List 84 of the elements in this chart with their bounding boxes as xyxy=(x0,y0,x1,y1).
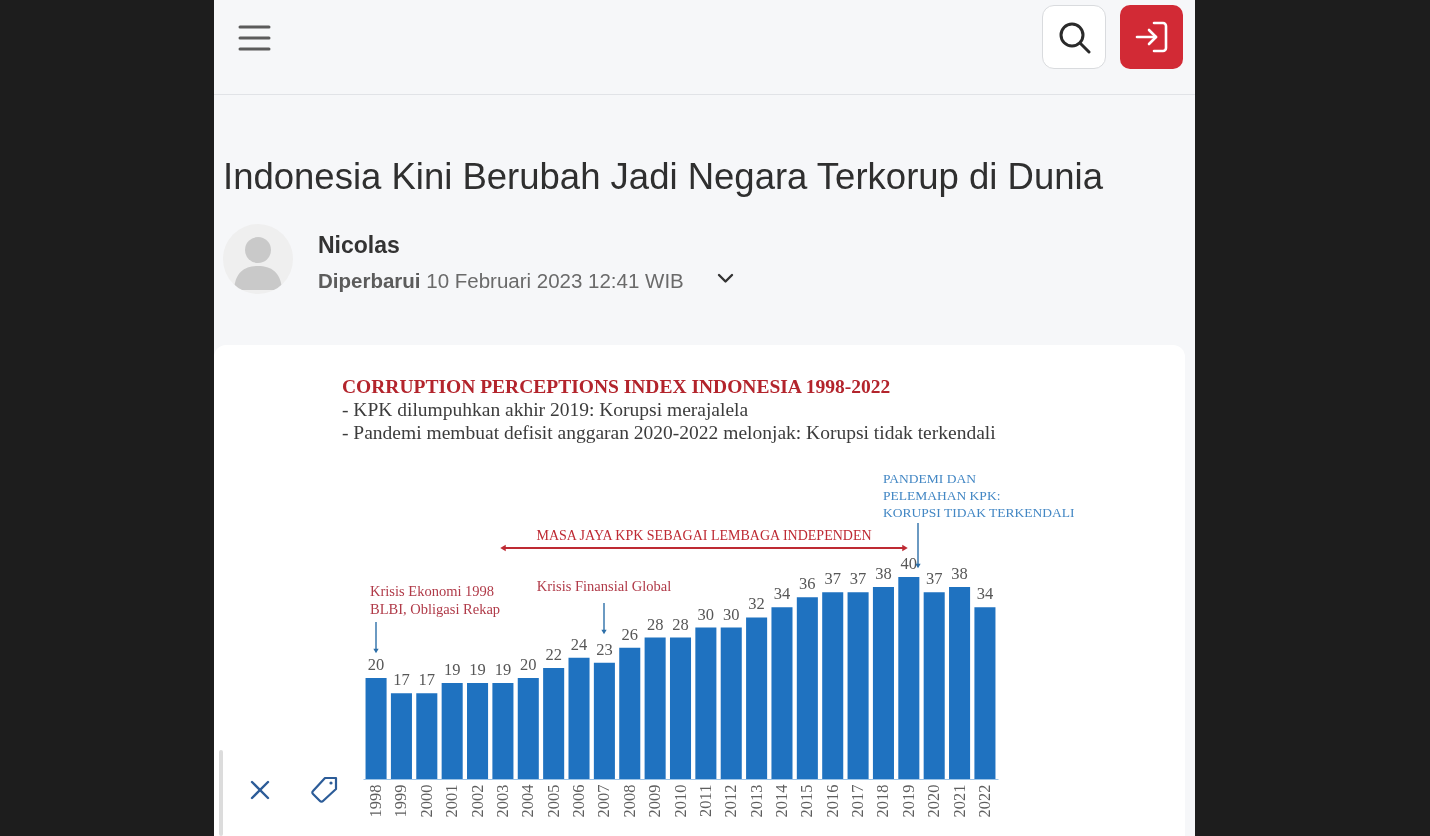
data-label: 23 xyxy=(596,639,613,659)
x-tick-label: 2012 xyxy=(721,784,741,818)
data-label: 38 xyxy=(951,564,968,584)
bar xyxy=(568,657,590,779)
bar xyxy=(898,577,920,779)
data-label: 34 xyxy=(773,584,791,604)
x-tick-label: 2020 xyxy=(924,784,944,818)
bar xyxy=(746,617,768,779)
annotation: Krisis Ekonomi 1998 BLBI, Obligasi Rekap xyxy=(370,583,501,617)
annotation: Krisis Finansial Global xyxy=(536,578,672,594)
bar xyxy=(669,637,692,779)
x-tick-label: 2013 xyxy=(746,784,766,818)
bar xyxy=(416,693,438,779)
bar xyxy=(619,647,641,779)
x-tick-label: 2011 xyxy=(695,784,715,817)
bar xyxy=(822,592,844,779)
data-label: 17 xyxy=(393,670,410,690)
x-tick-label: 2014 xyxy=(771,784,791,818)
x-tick-label: 2022 xyxy=(974,784,994,818)
data-label: 26 xyxy=(621,624,639,644)
data-label: 20 xyxy=(367,655,385,674)
text: Diperbarui 10 Februari 2023 12:41 WIB xyxy=(318,268,684,293)
x-tick-label: 2019 xyxy=(898,784,918,818)
bar xyxy=(467,683,489,779)
x-tick-label: 2017 xyxy=(848,784,868,818)
data-label: 19 xyxy=(443,660,461,680)
data-label: 20 xyxy=(520,655,537,674)
bar xyxy=(365,678,387,779)
x-tick-label: 2004 xyxy=(518,784,538,818)
x-tick-label: 2010 xyxy=(670,784,690,818)
bar xyxy=(441,683,463,779)
data-label: 34 xyxy=(976,584,994,604)
x-tick-label: 2007 xyxy=(594,784,614,818)
bar xyxy=(847,592,869,779)
x-tick-label: 2003 xyxy=(492,784,512,818)
chart-subtitle: - KPK dilumpuhkan akhir 2019: Korupsi merajalela - Pandemi membuat defisit anggaran 2020-2022 melonjak: Korupsi tidak terkendali xyxy=(342,398,997,443)
data-label: 37 xyxy=(849,569,867,589)
data-label: 17 xyxy=(418,670,436,690)
x-tick-label: 1998 xyxy=(366,784,386,818)
x-tick-label: 2001 xyxy=(442,784,462,818)
x-tick-label: 2008 xyxy=(619,784,639,818)
bar xyxy=(644,637,666,779)
bar xyxy=(949,587,971,779)
data-label: 37 xyxy=(824,569,841,589)
data-label: 22 xyxy=(545,644,562,664)
x-tick-label: 1999 xyxy=(391,784,411,818)
chart-title: CORRUPTION PERCEPTIONS INDEX INDONESIA 1998-2022 xyxy=(342,376,891,397)
data-label: 36 xyxy=(799,574,816,594)
bar xyxy=(492,683,514,779)
x-tick-label: 2006 xyxy=(569,784,589,818)
text: Nicolas xyxy=(318,231,400,259)
x-tick-label: 2016 xyxy=(822,784,842,818)
bar xyxy=(974,607,996,779)
data-label: 40 xyxy=(900,554,918,573)
text: MASA JAYA KPK SEBAGAI LEMBAGA INDEPENDEN xyxy=(536,528,872,543)
data-label: 30 xyxy=(722,604,740,624)
bar xyxy=(923,592,945,779)
x-tick-label: 2018 xyxy=(873,784,893,818)
bar xyxy=(720,627,742,779)
bar xyxy=(593,662,615,779)
x-tick-label: 2009 xyxy=(645,784,665,818)
text: Indonesia Kini Berubah Jadi Negara Terkorup di Dunia xyxy=(223,155,1103,199)
bar xyxy=(543,667,565,779)
data-label: 19 xyxy=(469,660,486,680)
data-label: 28 xyxy=(646,614,664,634)
x-tick-label: 2002 xyxy=(467,784,487,818)
bar xyxy=(390,693,412,779)
x-tick-label: 2000 xyxy=(416,784,436,818)
x-tick-label: 2005 xyxy=(543,784,563,818)
text: PANDEMI DAN PELEMAHAN KPK: KORUPSI TIDAK TERKENDALI xyxy=(883,471,1075,520)
bar xyxy=(771,607,793,779)
x-tick-label: 2015 xyxy=(797,784,817,818)
data-label: 24 xyxy=(570,634,588,654)
data-label: 32 xyxy=(748,594,765,614)
bar xyxy=(695,627,717,779)
bar xyxy=(872,587,894,779)
data-label: 38 xyxy=(875,564,892,584)
x-tick-label: 2021 xyxy=(949,784,969,818)
data-label: 19 xyxy=(494,660,512,680)
bar xyxy=(517,678,539,779)
bar xyxy=(796,597,818,779)
data-label: 30 xyxy=(697,604,715,624)
data-label: 37 xyxy=(925,569,943,589)
data-label: 28 xyxy=(672,614,689,634)
